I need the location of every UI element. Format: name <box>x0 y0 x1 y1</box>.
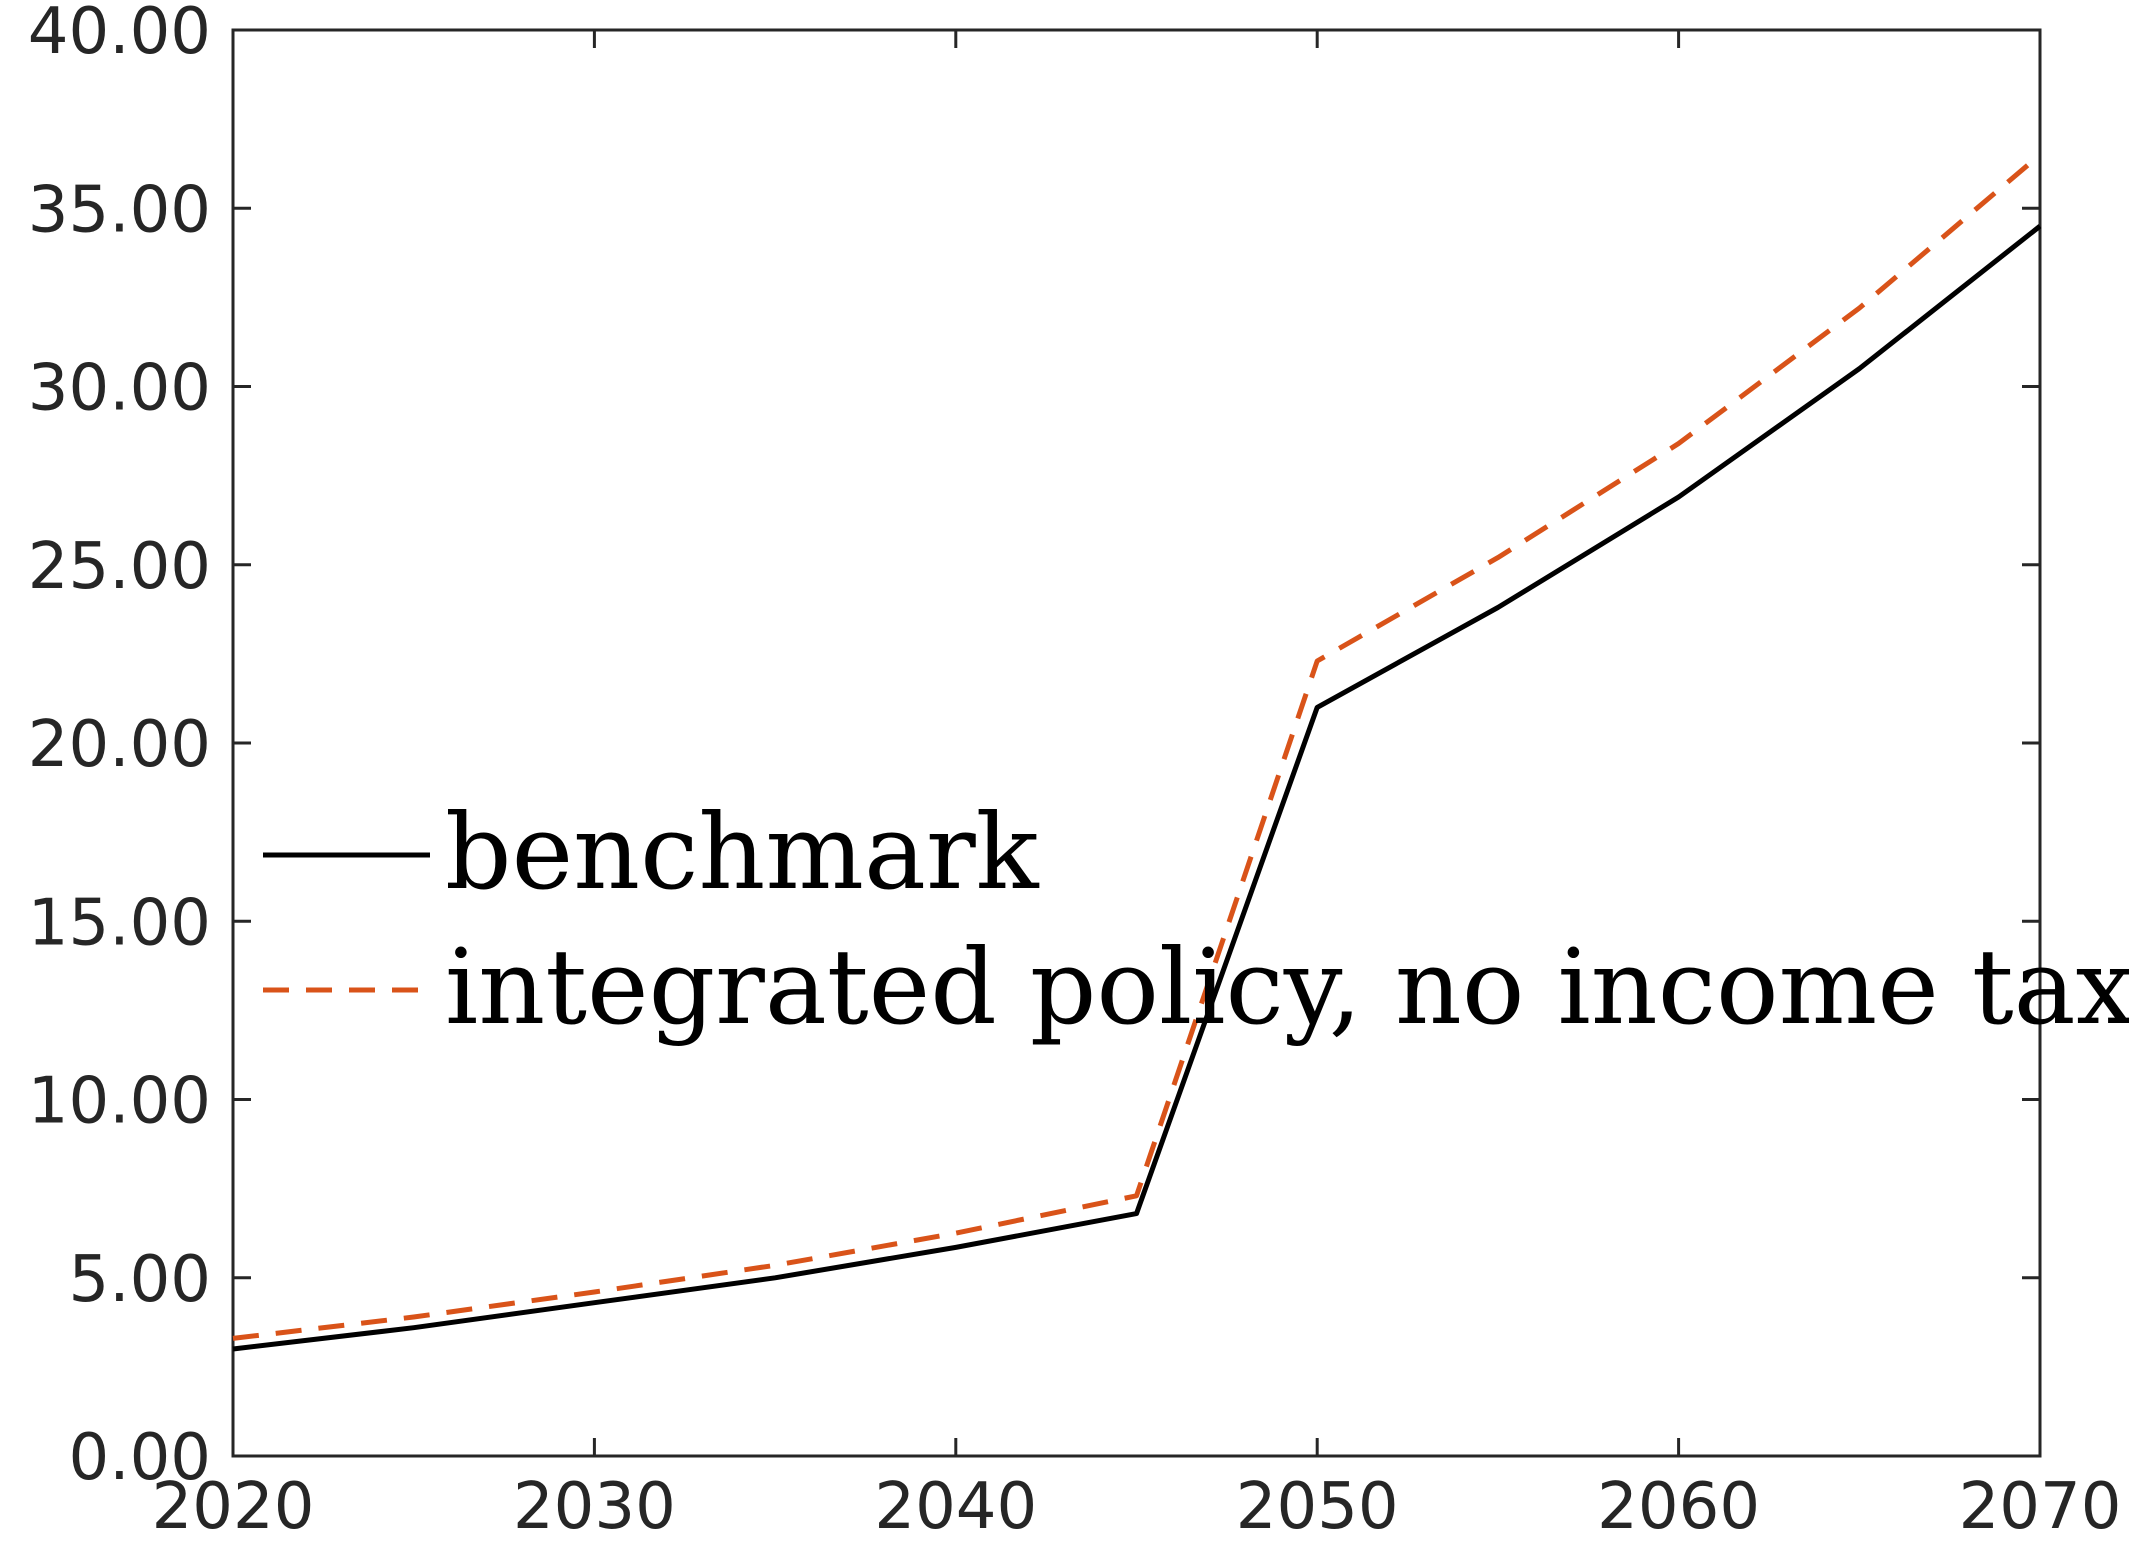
series-lines <box>232 152 2042 1352</box>
x-tick-label: 2040 <box>874 1470 1037 1544</box>
x-tick-label: 2060 <box>1597 1470 1760 1544</box>
legend: benchmark integrated policy, no income t… <box>263 791 2129 1048</box>
y-tick-label: 30.00 <box>28 352 211 426</box>
plot-area <box>231 28 2042 1458</box>
x-tick-label: 2030 <box>513 1470 676 1544</box>
x-tick-label: 2020 <box>152 1470 315 1544</box>
series-line-benchmark <box>232 224 2042 1352</box>
y-tick-label: 25.00 <box>28 530 211 604</box>
legend-label-benchmark: benchmark <box>445 791 1040 913</box>
x-tick-label: 2050 <box>1236 1470 1399 1544</box>
y-tick-label: 20.00 <box>28 708 211 782</box>
y-tick-label: 35.00 <box>28 173 211 247</box>
y-tick-label: 0.00 <box>69 1421 212 1495</box>
legend-label-integrated-policy: integrated policy, no income tax <box>445 926 2129 1048</box>
y-tick-labels: 0.00 5.00 10.00 15.00 20.00 25.00 30.00 35.00 40… <box>28 0 211 1495</box>
x-tick-label: 2070 <box>1959 1470 2122 1544</box>
x-tick-labels: 2020 2030 2040 2050 2060 2070 <box>152 1470 2122 1544</box>
y-tick-label: 40.00 <box>28 0 211 69</box>
axes-box <box>231 28 2042 1458</box>
y-tick-label: 10.00 <box>28 1065 211 1139</box>
tick-marks <box>231 28 2042 1458</box>
series-line-integrated-policy <box>232 152 2042 1341</box>
y-tick-label: 5.00 <box>69 1243 212 1317</box>
y-tick-label: 15.00 <box>28 886 211 960</box>
